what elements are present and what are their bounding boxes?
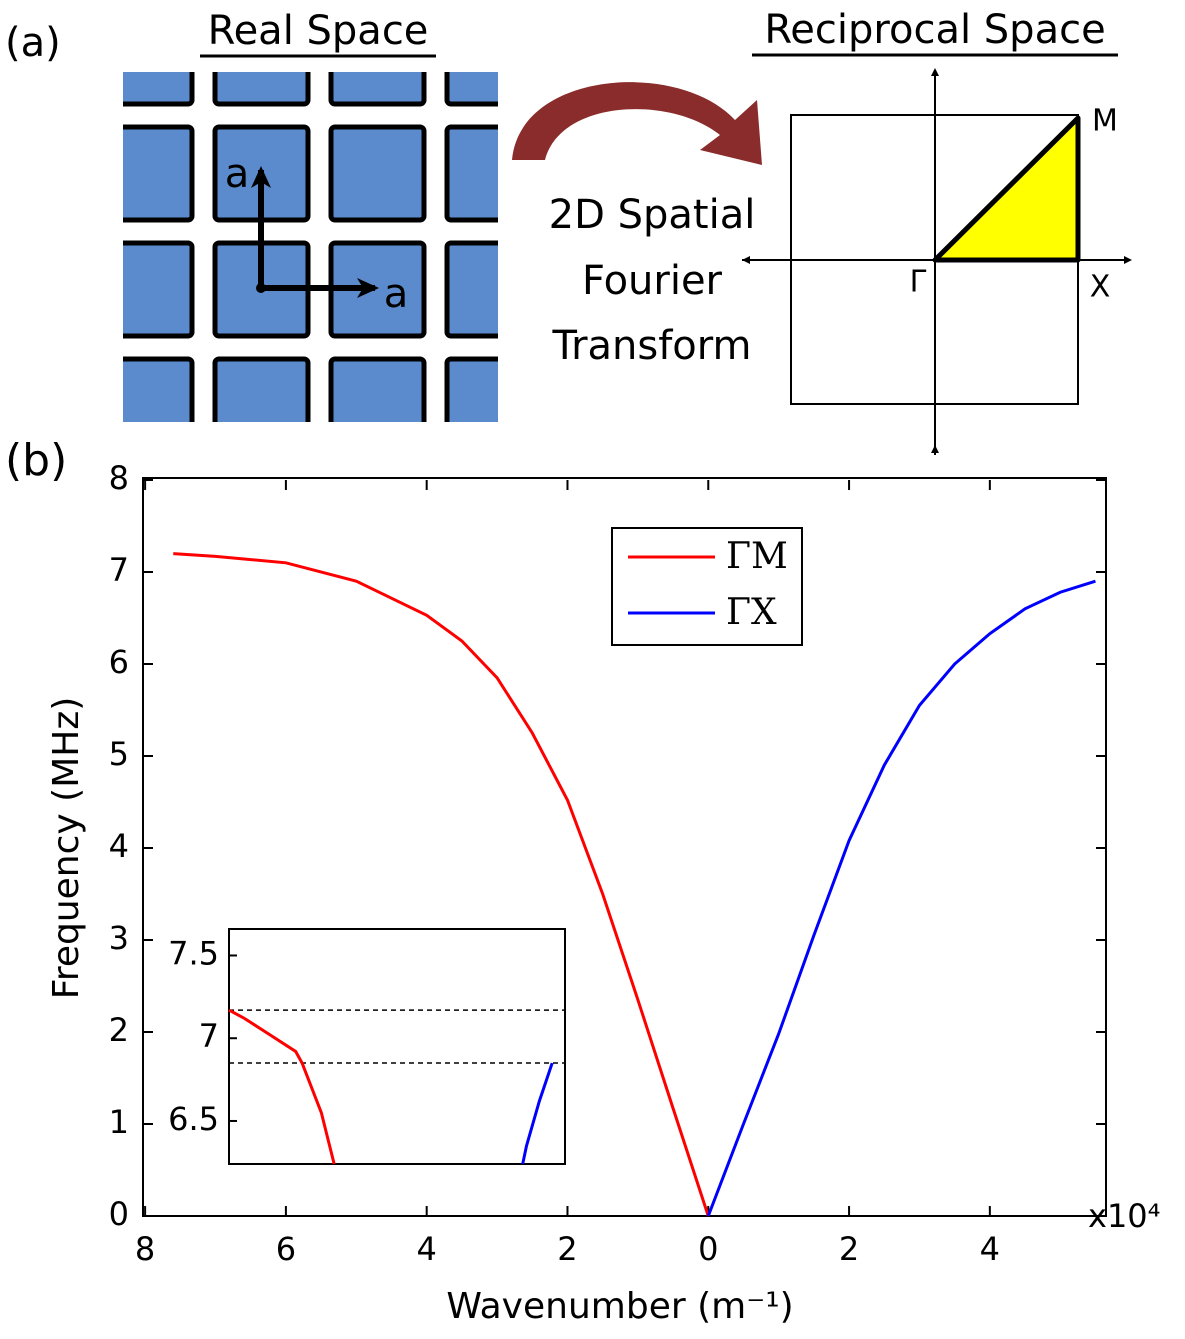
transform-text: Transform [552, 323, 752, 369]
x-tick-label: 4 [980, 1230, 1000, 1268]
inset-y-tick-label: 7.5 [168, 934, 219, 972]
lattice-cell [447, 11, 540, 104]
transform-text: Fourier [582, 258, 723, 304]
x-tick-label: 2 [557, 1230, 577, 1268]
panel-label: (b) [5, 435, 67, 486]
x-tick-label: 6 [276, 1230, 296, 1268]
x-axis-label: Wavenumber (m⁻¹) [446, 1286, 793, 1327]
lattice-cell [99, 243, 192, 336]
lattice-cell [99, 359, 192, 452]
lattice-cell [215, 475, 308, 568]
y-tick-label: 2 [109, 1011, 129, 1049]
y-tick-label: 0 [109, 1195, 129, 1233]
lattice-cell [99, 127, 192, 220]
lattice-cell [447, 243, 540, 336]
x-tick-label: 8 [135, 1230, 155, 1268]
lattice-cell [447, 475, 540, 568]
x-tick-label: 2 [839, 1230, 859, 1268]
chart: 0 1 2 3 4 5 6 7 8 8 6 4 2 0 2 4 x10⁴ Wavenumber (m⁻¹) Freq… [46, 459, 1160, 1327]
point-label: M [1092, 104, 1118, 139]
y-tick-label: 8 [109, 459, 129, 497]
irreducible-zone [935, 118, 1078, 260]
inset [229, 929, 565, 1164]
y-tick-label: 3 [109, 919, 129, 957]
y-tick-label: 7 [109, 551, 129, 589]
lattice-cell [563, 359, 656, 452]
axis-multiplier: x10⁴ [1088, 1197, 1160, 1235]
inset-y-tick-label: 7 [199, 1017, 219, 1055]
inset-y-tick-label: 6.5 [168, 1100, 219, 1138]
transform-arrow [512, 82, 762, 165]
lattice-cell [331, 359, 424, 452]
real-space-title: Real Space [208, 8, 429, 54]
lattice-cell [447, 359, 540, 452]
y-tick-label: 5 [109, 735, 129, 773]
vector-label: a [384, 271, 409, 317]
x-tick-label: 0 [698, 1230, 718, 1268]
series-line [708, 581, 1095, 1216]
figure: (a) Real Space a a 2D Spatial Fourier Tr… [0, 0, 1185, 1339]
y-tick-label: 4 [109, 827, 129, 865]
x-tick-label: 4 [417, 1230, 437, 1268]
transform-text: 2D Spatial [549, 192, 756, 238]
vector-label: a [225, 151, 250, 197]
point-label: Γ [910, 265, 927, 300]
legend-label: ΓM [726, 536, 788, 577]
lattice-cell [331, 127, 424, 220]
lattice-cell [215, 359, 308, 452]
origin [256, 283, 266, 293]
point-label: X [1090, 270, 1111, 305]
y-tick-label: 1 [109, 1103, 129, 1141]
legend-label: ΓX [726, 592, 777, 633]
y-axis-label: Frequency (MHz) [46, 697, 87, 1000]
reciprocal-title: Reciprocal Space [764, 7, 1105, 53]
y-tick-label: 6 [109, 643, 129, 681]
lattice-cell [99, 11, 192, 104]
lattice-cell [331, 475, 424, 568]
panel-label: (a) [5, 20, 61, 66]
